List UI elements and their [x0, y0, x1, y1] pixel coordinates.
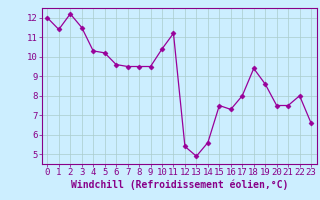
X-axis label: Windchill (Refroidissement éolien,°C): Windchill (Refroidissement éolien,°C)	[70, 180, 288, 190]
